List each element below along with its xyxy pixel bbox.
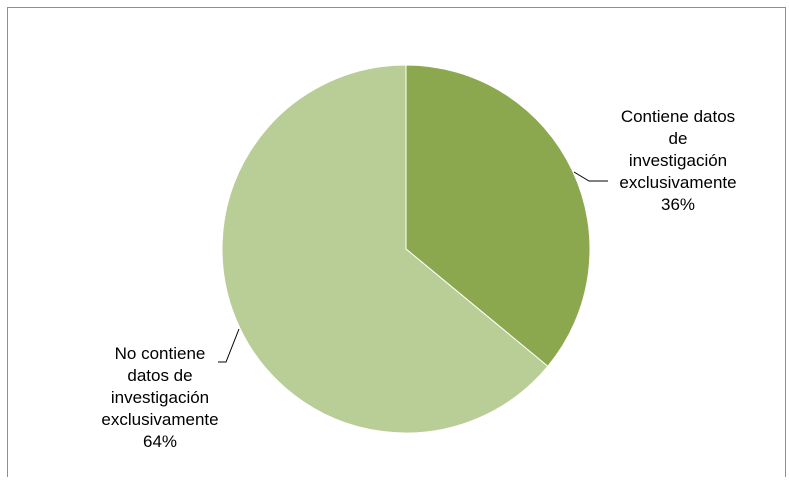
pie-slices: [221, 64, 591, 434]
leader-line-1: [218, 328, 240, 363]
leader-lines: [218, 171, 608, 363]
slice-label-line: exclusivamente: [101, 410, 219, 429]
slice-percent: 64%: [142, 432, 178, 451]
slice-percent: 36%: [660, 195, 696, 214]
leader-line-0: [573, 171, 608, 182]
slice-label-no-contiene: No contiene datos de investigación exclu…: [80, 343, 240, 453]
slice-label-line: investigación: [110, 388, 210, 407]
slice-label-line: No contiene: [114, 344, 206, 363]
slice-label-contiene: Contiene datos de investigación exclusiv…: [598, 106, 758, 216]
pie-slice-1: [221, 64, 549, 434]
slice-label-line: exclusivamente: [619, 173, 737, 192]
slice-label-line: de: [668, 129, 688, 148]
slice-label-line: Contiene datos: [620, 107, 736, 126]
slice-label-line: datos de: [127, 366, 193, 385]
slice-label-line: investigación: [628, 151, 728, 170]
pie-slice-0: [405, 64, 591, 367]
